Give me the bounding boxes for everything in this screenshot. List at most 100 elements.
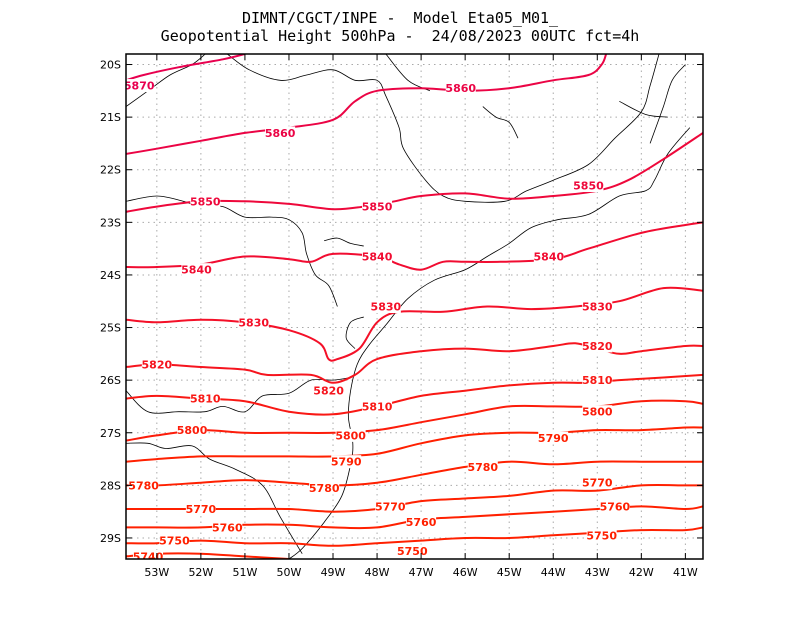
- contour-label-bg: [533, 250, 564, 264]
- y-tick-label: 24S: [100, 269, 121, 282]
- contour-label-bg: [238, 315, 269, 329]
- contour-line-5780: [126, 460, 703, 487]
- x-tick-label: 44W: [541, 566, 566, 579]
- x-tick-label: 49W: [321, 566, 346, 579]
- contour-label: 5800: [177, 424, 208, 437]
- contour-label: 5780: [309, 482, 340, 495]
- contour-line-5750: [126, 526, 703, 547]
- y-tick-label: 20S: [100, 59, 121, 72]
- contour-label: 5820: [313, 385, 344, 398]
- map-boundary-line: [482, 106, 519, 139]
- contour-label-bg: [370, 300, 401, 313]
- contour-line-5830: [126, 286, 703, 362]
- y-tick-label: 21S: [100, 111, 121, 124]
- x-tick-label: 51W: [232, 566, 257, 579]
- contour-label-bg: [467, 460, 498, 474]
- contour-label-bg: [313, 384, 344, 398]
- contour-label-bg: [133, 549, 164, 559]
- contour-label: 5740: [133, 550, 164, 563]
- chart-title-line2: Geopotential Height 500hPa - 24/08/2023 …: [160, 27, 640, 45]
- contour-line-5850: [126, 132, 703, 213]
- y-tick-label: 22S: [100, 164, 121, 177]
- contour-label: 5870: [124, 80, 155, 93]
- x-tick-label: 48W: [365, 566, 390, 579]
- contour-label-bg: [582, 405, 613, 419]
- contour-label: 5770: [375, 500, 406, 513]
- y-tick-label: 27S: [100, 427, 121, 440]
- contour-label: 5810: [582, 374, 613, 387]
- map-boundary-line: [227, 54, 660, 203]
- contour-label-bg: [331, 455, 362, 469]
- x-tick-label: 46W: [453, 566, 478, 579]
- contour-label: 5830: [582, 301, 613, 314]
- x-tick-label: 45W: [497, 566, 522, 579]
- chart-title-line1: DIMNT/CGCT/INPE - Model Eta05_M01_: [241, 9, 559, 27]
- contour-line-5820: [126, 342, 703, 384]
- y-tick-label: 29S: [100, 532, 121, 545]
- contour-label-bg: [141, 357, 172, 371]
- y-tick-label: 28S: [100, 479, 121, 492]
- contour-label: 5860: [265, 127, 296, 140]
- contour-label-bg: [538, 431, 569, 445]
- contour-label-bg: [190, 194, 221, 208]
- x-tick-label: 53W: [144, 566, 169, 579]
- contour-label-bg: [159, 534, 190, 548]
- contour-line-5860: [126, 54, 608, 155]
- contour-label-bg: [362, 250, 393, 264]
- x-tick-label: 41W: [673, 566, 698, 579]
- contour-label-bg: [362, 399, 393, 413]
- contour-label: 5860: [445, 82, 476, 95]
- plot-frame: [125, 53, 704, 560]
- contour-label-bg: [335, 428, 366, 442]
- map-boundary-line: [126, 195, 338, 307]
- contour-label-bg: [128, 478, 159, 492]
- contour-lines: [126, 54, 703, 559]
- contour-label-bg: [309, 481, 340, 495]
- contour-label: 5750: [159, 535, 190, 548]
- contour-label: 5760: [406, 516, 437, 529]
- contour-label-bg: [445, 81, 476, 95]
- contour-label-bg: [177, 423, 208, 437]
- contour-label-bg: [582, 373, 613, 387]
- contour-line-5840: [126, 221, 703, 271]
- x-tick-label: 42W: [629, 566, 654, 579]
- contour-label: 5760: [212, 521, 243, 534]
- contour-line-5790: [126, 426, 703, 463]
- contour-label: 5820: [582, 340, 613, 353]
- contour-label: 5810: [190, 393, 221, 406]
- map-boundary-line: [649, 64, 686, 144]
- contour-label: 5790: [331, 456, 362, 469]
- contour-label: 5840: [181, 264, 212, 277]
- contour-label: 5770: [582, 477, 613, 490]
- contour-label: 5840: [362, 251, 393, 264]
- contour-label-bg: [573, 179, 604, 193]
- map-boundary-line: [385, 54, 431, 92]
- contour-label: 5850: [573, 180, 604, 193]
- map-boundary-line: [126, 442, 303, 554]
- x-tick-label: 52W: [188, 566, 213, 579]
- contour-label: 5850: [190, 195, 221, 208]
- contour-label-bg: [599, 499, 630, 513]
- contour-line-5800: [126, 399, 703, 442]
- contour-label-bg: [375, 499, 406, 513]
- contour-label: 5830: [238, 316, 269, 329]
- contour-label-bg: [582, 476, 613, 490]
- map-boundary-line: [324, 237, 364, 247]
- grid-lines: [126, 54, 703, 559]
- y-tick-label: 26S: [100, 374, 121, 387]
- contour-label: 5850: [362, 201, 393, 214]
- contour-label: 5820: [142, 358, 173, 371]
- map-boundary-line: [345, 316, 364, 349]
- contour-label-bg: [185, 502, 216, 516]
- contour-label-bg: [582, 339, 613, 353]
- contour-labels: 5870 5860 5850 5840 5830 5820 5810 5800 5790 5780…: [124, 79, 631, 563]
- axis-ticks: 53W 52W 51W 50W 49W 48W 47W 46W 45W 44W 43W 42W 41W 2…: [100, 54, 703, 579]
- x-tick-label: 43W: [585, 566, 610, 579]
- y-tick-label: 23S: [100, 216, 121, 229]
- map-boundary-line: [126, 54, 206, 107]
- map-boundary-line: [619, 100, 668, 118]
- map-boundary-line: [126, 377, 351, 414]
- contour-label: 5750: [586, 529, 617, 542]
- contour-label: 5770: [186, 503, 217, 516]
